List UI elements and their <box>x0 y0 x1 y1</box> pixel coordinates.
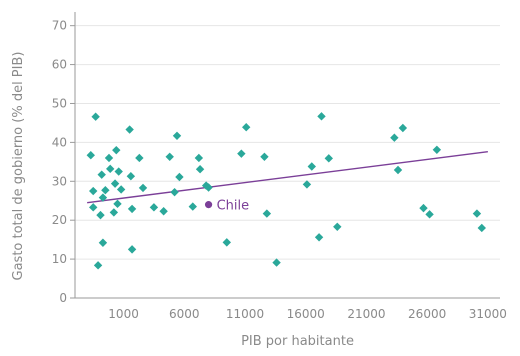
data-point-21 <box>127 204 137 214</box>
data-point-29 <box>175 172 184 182</box>
data-point-2 <box>89 186 98 196</box>
y-tick-label-20: 20 <box>52 213 67 227</box>
data-point-14 <box>112 145 121 155</box>
data-point-15 <box>113 199 122 209</box>
data-point-23 <box>138 183 148 193</box>
data-point-22 <box>135 153 144 163</box>
data-point-27 <box>170 187 179 197</box>
data-point-1 <box>89 203 98 212</box>
grid-lines <box>75 25 500 260</box>
data-point-20 <box>127 245 137 254</box>
data-point-0 <box>86 151 95 160</box>
y-tick-label-30: 30 <box>52 174 67 188</box>
y-tick-label-70: 70 <box>52 19 67 33</box>
y-tick-label-0: 0 <box>59 291 67 305</box>
data-points <box>86 112 486 270</box>
trend-line-path <box>87 151 488 204</box>
data-point-28 <box>172 131 182 140</box>
data-point-12 <box>109 208 119 217</box>
data-point-16 <box>114 167 123 176</box>
data-point-45 <box>324 154 333 163</box>
data-point-40 <box>272 258 281 267</box>
y-tick-label-10: 10 <box>52 252 67 266</box>
data-point-50 <box>419 203 428 213</box>
data-point-39 <box>262 209 272 218</box>
data-point-31 <box>194 153 204 163</box>
data-point-10 <box>104 153 114 163</box>
data-point-54 <box>477 223 486 233</box>
data-point-32 <box>195 165 205 174</box>
data-point-18 <box>125 125 134 134</box>
data-point-34 <box>204 183 213 192</box>
x-tick-label-6000: 6000 <box>169 307 200 321</box>
trend-line <box>87 151 488 204</box>
axes <box>70 12 500 299</box>
data-point-47 <box>390 133 399 142</box>
data-point-19 <box>126 172 136 181</box>
x-tick-label-11000: 11000 <box>226 307 264 321</box>
data-point-13 <box>110 179 120 188</box>
highlight-point-marker <box>204 201 213 209</box>
data-point-5 <box>96 210 105 220</box>
x-tick-label-26000: 26000 <box>408 307 446 321</box>
data-point-7 <box>98 193 108 202</box>
data-point-4 <box>93 261 103 270</box>
x-tick-label-31000: 31000 <box>469 307 507 321</box>
data-point-30 <box>188 202 197 211</box>
data-point-6 <box>97 170 106 179</box>
x-tick-label-1000: 1000 <box>108 307 139 321</box>
y-tick-label-40: 40 <box>52 135 67 149</box>
data-point-42 <box>307 162 316 171</box>
data-point-11 <box>106 164 115 174</box>
data-point-44 <box>317 112 326 121</box>
data-point-43 <box>314 233 324 242</box>
data-point-25 <box>159 207 168 216</box>
data-point-17 <box>116 185 126 194</box>
y-axis-title: Gasto total de gobierno (% del PIB) <box>11 52 26 281</box>
data-point-51 <box>425 210 434 219</box>
data-point-36 <box>237 149 246 158</box>
data-point-52 <box>432 145 442 154</box>
x-tick-label-21000: 21000 <box>347 307 385 321</box>
data-point-26 <box>165 152 174 161</box>
data-point-9 <box>101 186 110 195</box>
y-tick-label-50: 50 <box>52 96 67 110</box>
x-tick-label-16000: 16000 <box>287 307 325 321</box>
data-point-49 <box>398 123 408 133</box>
data-point-41 <box>302 180 312 189</box>
data-point-48 <box>393 165 403 175</box>
data-point-24 <box>149 203 159 212</box>
data-point-46 <box>333 222 342 232</box>
x-axis-title: PIB por habitante <box>241 334 354 349</box>
data-point-3 <box>91 112 100 121</box>
data-point-38 <box>260 152 269 161</box>
data-point-53 <box>472 209 482 218</box>
highlight-point: Chile <box>204 199 250 214</box>
tick-labels: 0 10 20 30 40 50 60 70 1000 6000 11000 16000 21000 26… <box>52 19 507 321</box>
y-tick-label-60: 60 <box>52 58 67 72</box>
data-point-37 <box>242 123 251 132</box>
highlight-point-label: Chile <box>217 199 250 214</box>
data-point-8 <box>98 238 108 247</box>
data-point-35 <box>222 238 231 247</box>
